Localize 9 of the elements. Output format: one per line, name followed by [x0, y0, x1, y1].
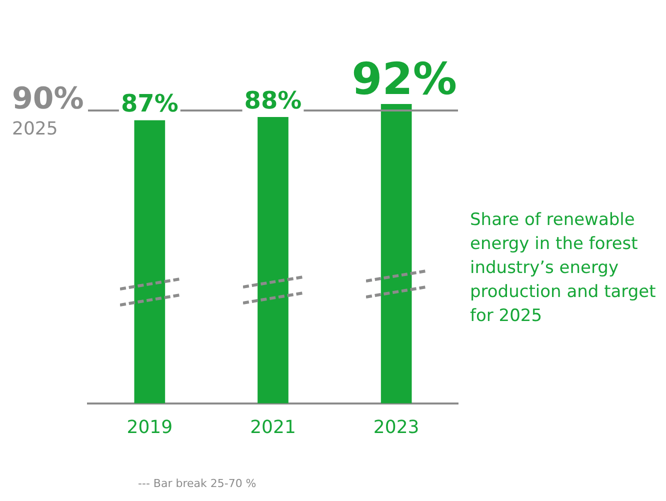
- data-label: 88%: [244, 86, 302, 114]
- data-label: 87%: [120, 90, 178, 118]
- x-tick-label: 2019: [126, 416, 173, 438]
- text: --- Bar break 25-70 %: [138, 477, 256, 490]
- data-label: 92%: [352, 54, 457, 106]
- ref-line-label: 90% 2025: [12, 82, 84, 140]
- x-tick-label: 2023: [373, 416, 420, 438]
- x-tick-label: 2021: [250, 416, 296, 438]
- text: Share of renewable energy in the forest industry’s energy production and target for 2025: [470, 209, 657, 328]
